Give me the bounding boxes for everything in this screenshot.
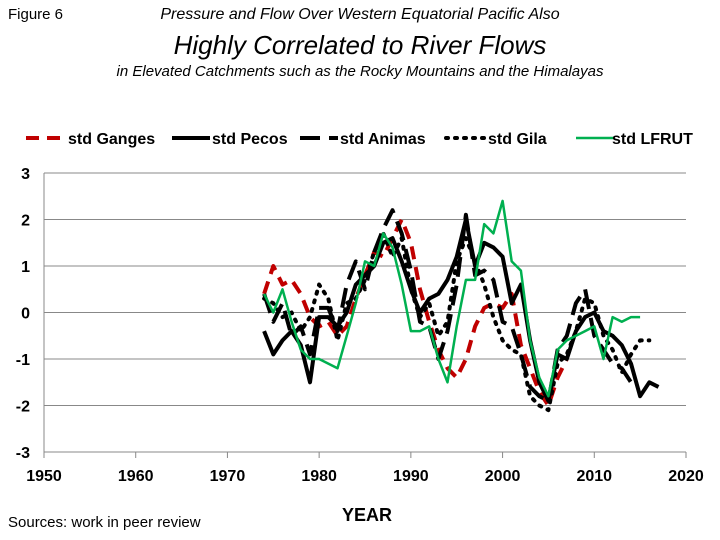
y-tick-label: -1 (16, 352, 30, 369)
y-tick-label: -2 (16, 399, 30, 416)
legend-item: std Gila (444, 131, 547, 148)
source-note: Sources: work in peer review (8, 514, 201, 531)
x-tick-label: 1990 (393, 468, 429, 485)
legend-label: std Animas (340, 131, 426, 148)
y-tick-label: 3 (21, 166, 30, 183)
figure-label: Figure 6 (8, 6, 64, 23)
series-line-std-animas (262, 208, 633, 403)
legend-label: std Pecos (212, 131, 288, 148)
y-tick-label: 0 (21, 306, 30, 323)
legend-item: std Ganges (26, 131, 155, 148)
x-tick-label: 1970 (210, 468, 246, 485)
x-tick-label: 2020 (668, 468, 704, 485)
x-tick-label: 1950 (26, 468, 62, 485)
legend-item: std Animas (300, 131, 426, 148)
x-tick-label: 1980 (301, 468, 337, 485)
y-tick-label: 1 (21, 259, 30, 276)
series-line-std-lfrut (262, 199, 641, 398)
legend-label: std LFRUT (612, 131, 693, 148)
y-tick-label: 2 (21, 213, 30, 230)
legend-label: std Gila (488, 131, 547, 148)
chart-title-line-1: Pressure and Flow Over Western Equatoria… (160, 6, 560, 23)
legend-label: std Ganges (68, 131, 155, 148)
x-axis-title: YEAR (342, 505, 392, 525)
chart-title-line-3: in Elevated Catchments such as the Rocky… (116, 63, 604, 80)
x-tick-label: 1960 (118, 468, 154, 485)
x-tick-label: 2000 (485, 468, 521, 485)
chart-title-line-2: Highly Correlated to River Flows (173, 30, 547, 60)
x-tick-label: 2010 (576, 468, 612, 485)
legend-item: std Pecos (172, 131, 288, 148)
y-tick-label: -3 (16, 445, 30, 462)
series-line-std-gila (262, 231, 652, 413)
legend-item: std LFRUT (576, 131, 693, 148)
